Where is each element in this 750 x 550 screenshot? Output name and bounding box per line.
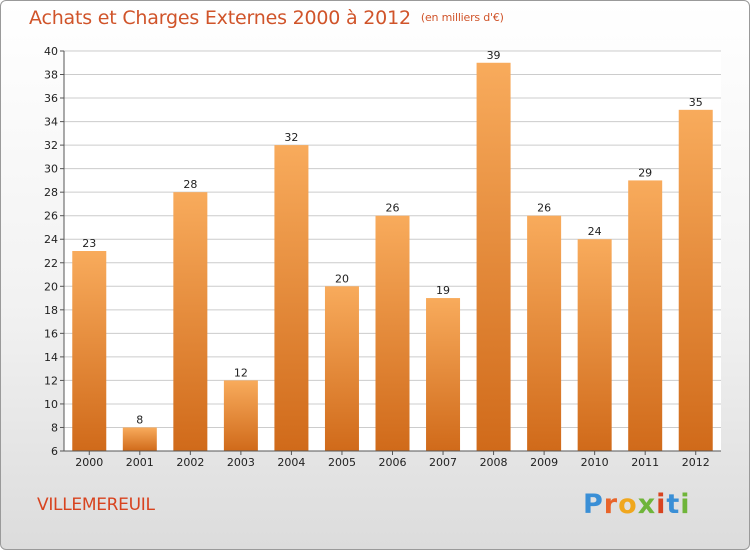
value-label: 8 [136, 413, 143, 426]
logo-letter: o [618, 489, 638, 520]
logo-letter: i [680, 489, 691, 520]
proxiti-logo: Proxiti [583, 489, 691, 520]
value-label: 24 [588, 225, 602, 238]
bar-2002 [173, 192, 208, 452]
value-label: 23 [82, 237, 96, 250]
bar-2007 [426, 298, 461, 451]
y-tick-label: 8 [51, 421, 58, 434]
x-tick-label: 2009 [530, 456, 558, 469]
y-tick-label: 36 [44, 92, 58, 105]
bar-2005 [324, 286, 359, 451]
y-tick-label: 24 [44, 233, 58, 246]
value-label: 26 [386, 202, 400, 215]
bar-2003 [223, 380, 258, 451]
bar-2009 [527, 215, 562, 451]
bar-2000 [72, 251, 107, 451]
logo-letter: r [603, 489, 619, 520]
y-tick-label: 32 [44, 139, 58, 152]
y-tick-label: 12 [44, 374, 58, 387]
x-tick-label: 2012 [682, 456, 710, 469]
y-tick-label: 6 [51, 445, 58, 458]
x-tick-label: 2011 [631, 456, 659, 469]
title-text: Achats et Charges Externes 2000 à 2012 [29, 7, 411, 29]
value-label: 28 [183, 178, 197, 191]
value-label: 20 [335, 272, 349, 285]
logo-letter: t [666, 489, 681, 520]
commune-name: VILLEMEREUIL [37, 495, 155, 515]
value-label: 19 [436, 284, 450, 297]
y-tick-label: 14 [44, 351, 58, 364]
logo-letter: x [637, 489, 657, 520]
y-tick-label: 26 [44, 210, 58, 223]
x-tick-label: 2006 [379, 456, 407, 469]
bar-2012 [678, 109, 713, 451]
unit-label: (en milliers d'€) [420, 11, 504, 24]
y-tick-label: 10 [44, 398, 58, 411]
value-label: 26 [537, 202, 551, 215]
bar-2010 [577, 239, 612, 451]
x-tick-label: 2003 [227, 456, 255, 469]
y-tick-label: 28 [44, 186, 58, 199]
y-tick-label: 30 [44, 163, 58, 176]
logo-letter: i [656, 489, 667, 520]
bar-2001 [122, 427, 157, 451]
y-tick-label: 34 [44, 116, 58, 129]
bar-2004 [274, 145, 309, 451]
value-label: 29 [638, 166, 652, 179]
x-tick-label: 2001 [126, 456, 154, 469]
y-tick-label: 18 [44, 304, 58, 317]
x-tick-label: 2000 [75, 456, 103, 469]
bar-2006 [375, 215, 410, 451]
x-tick-label: 2010 [581, 456, 609, 469]
value-label: 39 [487, 49, 501, 62]
y-tick-label: 22 [44, 257, 58, 270]
y-tick-label: 20 [44, 280, 58, 293]
value-label: 35 [689, 96, 703, 109]
bar-2011 [628, 180, 663, 452]
y-tick-label: 16 [44, 327, 58, 340]
chart-title: Achats et Charges Externes 2000 à 2012 (e… [29, 7, 504, 29]
bar-2008 [476, 62, 511, 451]
y-tick-label: 38 [44, 69, 58, 82]
x-tick-label: 2008 [480, 456, 508, 469]
value-label: 12 [234, 366, 248, 379]
x-tick-label: 2007 [429, 456, 457, 469]
y-tick-label: 40 [44, 45, 58, 58]
x-tick-label: 2004 [277, 456, 305, 469]
value-label: 32 [284, 131, 298, 144]
x-tick-label: 2005 [328, 456, 356, 469]
x-tick-label: 2002 [176, 456, 204, 469]
logo-letter: P [583, 489, 604, 520]
